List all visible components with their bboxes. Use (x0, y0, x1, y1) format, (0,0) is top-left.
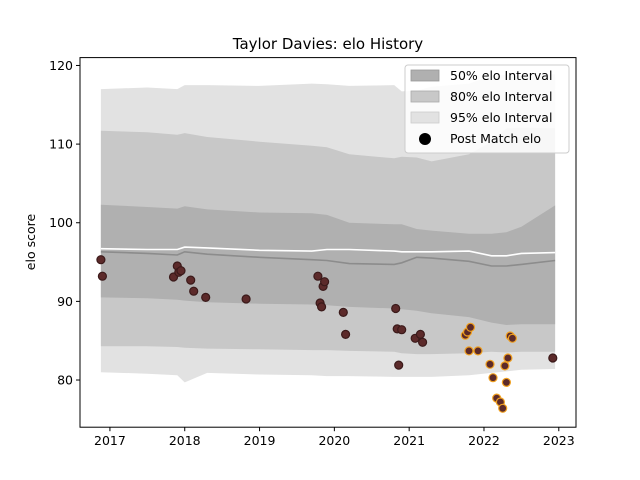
data-point (488, 373, 498, 383)
data-point (464, 346, 474, 356)
x-tick-label: 2020 (318, 433, 350, 448)
data-point (317, 302, 327, 312)
data-point (503, 353, 513, 363)
data-point (97, 271, 108, 281)
x-tick-label: 2019 (244, 433, 276, 448)
data-point (548, 353, 558, 363)
chart-title: Taylor Davies: elo History (232, 35, 424, 53)
data-point (241, 294, 251, 304)
data-point (473, 346, 483, 356)
data-point (465, 322, 476, 332)
data-point (485, 359, 495, 369)
y-tick-label: 120 (49, 58, 73, 73)
band-50 (100, 204, 556, 325)
legend-swatch-50 (410, 69, 440, 82)
data-point (397, 325, 407, 335)
median-line (100, 250, 556, 267)
legend-box (404, 64, 570, 154)
data-point (501, 377, 511, 387)
legend-label-50: 50% elo Interval (450, 68, 552, 83)
data-point (189, 286, 199, 296)
y-tick-label: 90 (57, 294, 73, 309)
legend-swatch-95 (410, 111, 440, 124)
data-point (186, 275, 196, 285)
x-tick-label: 2023 (543, 433, 575, 448)
data-point (313, 271, 323, 281)
data-point (338, 307, 348, 317)
legend: 50% elo Interval 80% elo Interval 95% el… (404, 64, 570, 154)
y-tick-label: 80 (57, 373, 73, 388)
y-tick-label: 110 (49, 137, 73, 152)
x-axis-ticks: 2017 2018 2019 2020 2021 2022 2023 (94, 427, 575, 448)
post-match-points (96, 255, 558, 413)
data-point (341, 329, 351, 339)
mean-line (100, 246, 556, 257)
data-point (498, 403, 508, 413)
data-point (96, 255, 106, 265)
x-tick-label: 2022 (468, 433, 500, 448)
trend-lines (100, 246, 556, 267)
data-point (391, 303, 401, 314)
data-point (418, 337, 428, 347)
y-tick-label: 100 (49, 215, 73, 230)
x-tick-label: 2017 (94, 433, 126, 448)
y-axis-ticks: 80 90 100 110 120 (49, 58, 80, 388)
y-axis-label: elo score (23, 214, 38, 271)
x-tick-label: 2021 (393, 433, 425, 448)
legend-swatch-80 (410, 90, 440, 103)
legend-label-points: Post Match elo (450, 131, 541, 146)
legend-marker-points (419, 133, 431, 145)
data-point (394, 360, 404, 370)
plot-frame (79, 57, 577, 428)
legend-label-95: 95% elo Interval (450, 110, 552, 125)
data-point (415, 329, 425, 339)
x-tick-label: 2018 (169, 433, 201, 448)
legend-label-80: 80% elo Interval (450, 89, 552, 104)
data-point (507, 333, 518, 343)
data-point (201, 292, 211, 302)
data-point (500, 361, 510, 371)
data-point (320, 277, 330, 287)
data-point (176, 266, 186, 276)
